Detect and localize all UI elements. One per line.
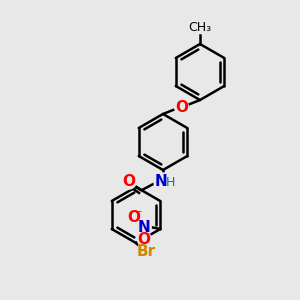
Text: H: H <box>165 176 175 188</box>
Circle shape <box>154 173 172 191</box>
Text: N: N <box>154 175 167 190</box>
Circle shape <box>175 100 188 114</box>
Text: O: O <box>175 100 188 115</box>
Text: O: O <box>122 175 136 190</box>
Circle shape <box>137 242 155 260</box>
Text: O: O <box>128 211 141 226</box>
Text: ⁻: ⁻ <box>137 209 142 219</box>
Text: CH₃: CH₃ <box>188 21 212 34</box>
Text: N: N <box>138 220 151 235</box>
Circle shape <box>137 232 151 246</box>
Text: Br: Br <box>136 244 156 259</box>
Circle shape <box>137 220 151 234</box>
Circle shape <box>127 212 141 226</box>
Circle shape <box>122 175 136 189</box>
Text: O: O <box>138 232 151 247</box>
